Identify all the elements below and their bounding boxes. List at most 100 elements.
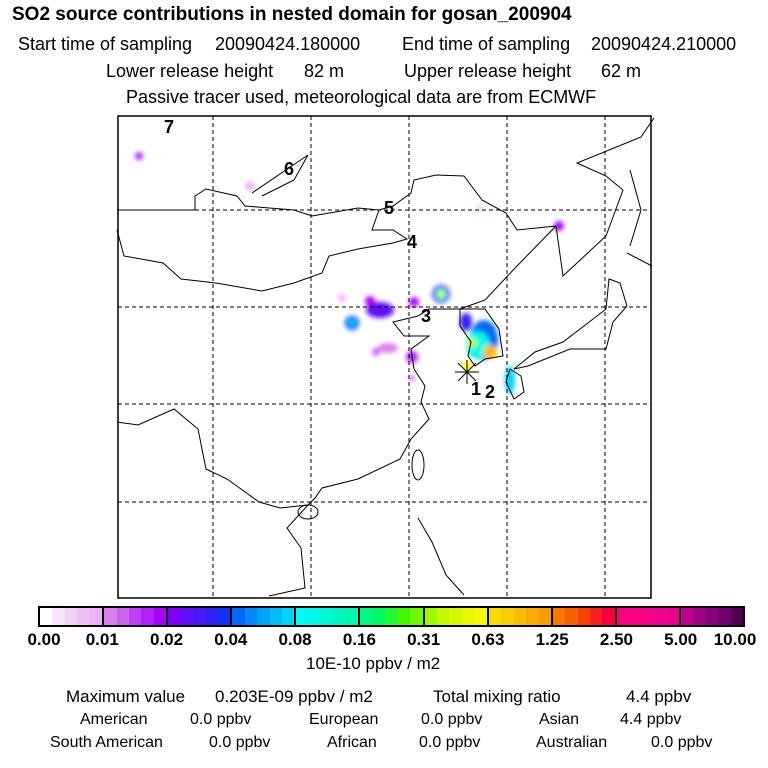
colorbar-segment xyxy=(616,608,681,625)
region-european-value: 0.0 ppbv xyxy=(421,711,483,728)
colorbar-cell xyxy=(308,608,322,625)
colorbar-cell xyxy=(680,608,694,625)
colorbar-tick-label: 0.08 xyxy=(278,630,312,649)
colorbar-cell xyxy=(64,608,78,625)
colorbar-cell xyxy=(141,608,154,625)
plot-title: SO2 source contributions in nested domai… xyxy=(12,4,572,25)
colorbar-cell xyxy=(372,608,386,625)
receptor-marker xyxy=(455,360,479,384)
colorbar-cell xyxy=(577,608,591,625)
colorbar-cell xyxy=(385,608,398,625)
colorbar-cell xyxy=(424,608,437,625)
region-european-label: European xyxy=(309,711,379,728)
colorbar-cell xyxy=(281,608,295,625)
colorbar-tick-label: 10.00 xyxy=(713,630,757,649)
colorbar-cell xyxy=(602,608,615,625)
colorbar-cell xyxy=(474,608,487,625)
colorbar-segment xyxy=(424,608,489,625)
colorbar-segment xyxy=(168,608,233,625)
colorbar-segment xyxy=(296,608,361,625)
colorbar-cell xyxy=(296,608,309,625)
colorbar-cell xyxy=(232,608,245,625)
colorbar-cell xyxy=(730,608,744,625)
colorbar-cell xyxy=(168,608,181,625)
region-south-american-label: South American xyxy=(50,734,163,751)
tracer-note: Passive tracer used, meteorological data… xyxy=(126,87,597,107)
colorbar-cell xyxy=(501,608,514,625)
colorbar-segment xyxy=(360,608,425,625)
max-value-label: Maximum value xyxy=(66,687,186,706)
colorbar-cell xyxy=(718,608,731,625)
map-panel: 1 2 3 4 5 6 7 xyxy=(116,115,655,599)
colorbar xyxy=(38,606,745,627)
colorbar-cell xyxy=(153,608,167,625)
colorbar-cell xyxy=(654,608,667,625)
colorbar-cell xyxy=(40,608,53,625)
colorbar-unit: 10E-10 ppbv / m2 xyxy=(306,654,441,673)
colorbar-cell xyxy=(346,608,359,625)
release-label-3: 3 xyxy=(421,306,431,326)
colorbar-cell xyxy=(525,608,539,625)
total-mixing-label: Total mixing ratio xyxy=(433,687,561,706)
colorbar-tick-label: 1.25 xyxy=(535,630,569,649)
colorbar-tick-label: 0.04 xyxy=(214,630,248,649)
region-african-label: African xyxy=(327,734,377,751)
colorbar-cell xyxy=(244,608,258,625)
lower-height-label: Lower release height xyxy=(106,61,274,81)
colorbar-cell xyxy=(565,608,578,625)
colorbar-cell xyxy=(552,608,566,625)
colorbar-cell xyxy=(616,608,630,625)
colorbar-cell xyxy=(193,608,206,625)
colorbar-segment xyxy=(488,608,553,625)
colorbar-tick-label: 5.00 xyxy=(664,630,698,649)
upper-height-value: 62 m xyxy=(601,61,642,81)
region-african-value: 0.0 ppbv xyxy=(419,734,481,751)
end-time-label: End time of sampling xyxy=(402,34,571,54)
end-time-value: 20090424.210000 xyxy=(591,34,737,54)
total-mixing-value: 4.4 ppbv xyxy=(626,687,692,706)
lower-height-value: 82 m xyxy=(304,61,345,81)
colorbar-tick-label: 0.31 xyxy=(407,630,441,649)
release-label-6: 6 xyxy=(284,159,294,179)
colorbar-cell xyxy=(180,608,194,625)
colorbar-tick-label: 0.01 xyxy=(85,630,119,649)
colorbar-cell xyxy=(205,608,218,625)
colorbar-cell xyxy=(513,608,526,625)
colorbar-cell xyxy=(269,608,282,625)
colorbar-cell xyxy=(217,608,231,625)
start-time-label: Start time of sampling xyxy=(18,34,193,54)
region-south-american-value: 0.0 ppbv xyxy=(209,734,271,751)
max-value: 0.203E-09 ppbv / m2 xyxy=(215,687,373,706)
region-asian-label: Asian xyxy=(539,711,580,728)
region-australian-label: Australian xyxy=(536,734,608,751)
colorbar-cell xyxy=(590,608,603,625)
colorbar-cell xyxy=(449,608,462,625)
start-time-value: 20090424.180000 xyxy=(215,34,361,54)
colorbar-cell xyxy=(360,608,373,625)
colorbar-cell xyxy=(693,608,706,625)
colorbar-cell xyxy=(104,608,117,625)
gridlines xyxy=(118,116,651,598)
colorbar-tick-label: 2.50 xyxy=(599,630,633,649)
colorbar-segment xyxy=(40,608,105,625)
colorbar-segment xyxy=(232,608,297,625)
colorbar-cell xyxy=(257,608,270,625)
colorbar-cell xyxy=(52,608,65,625)
colorbar-tick-label: 0.02 xyxy=(149,630,184,649)
release-label-7: 7 xyxy=(164,117,174,137)
colorbar-cell xyxy=(116,608,129,625)
release-label-2: 2 xyxy=(485,382,495,402)
colorbar-cell xyxy=(77,608,90,625)
colorbar-cell xyxy=(538,608,551,625)
colorbar-cell xyxy=(436,608,450,625)
colorbar-tick-label: 0.00 xyxy=(27,630,61,649)
colorbar-segment xyxy=(680,608,744,625)
region-asian-value: 4.4 ppbv xyxy=(620,711,682,728)
colorbar-cell xyxy=(461,608,475,625)
colorbar-cell xyxy=(321,608,334,625)
colorbar-cell xyxy=(397,608,411,625)
colorbar-cell xyxy=(333,608,347,625)
colorbar-tick-label: 0.63 xyxy=(471,630,505,649)
upper-height-label: Upper release height xyxy=(404,61,572,81)
release-label-5: 5 xyxy=(384,198,394,218)
